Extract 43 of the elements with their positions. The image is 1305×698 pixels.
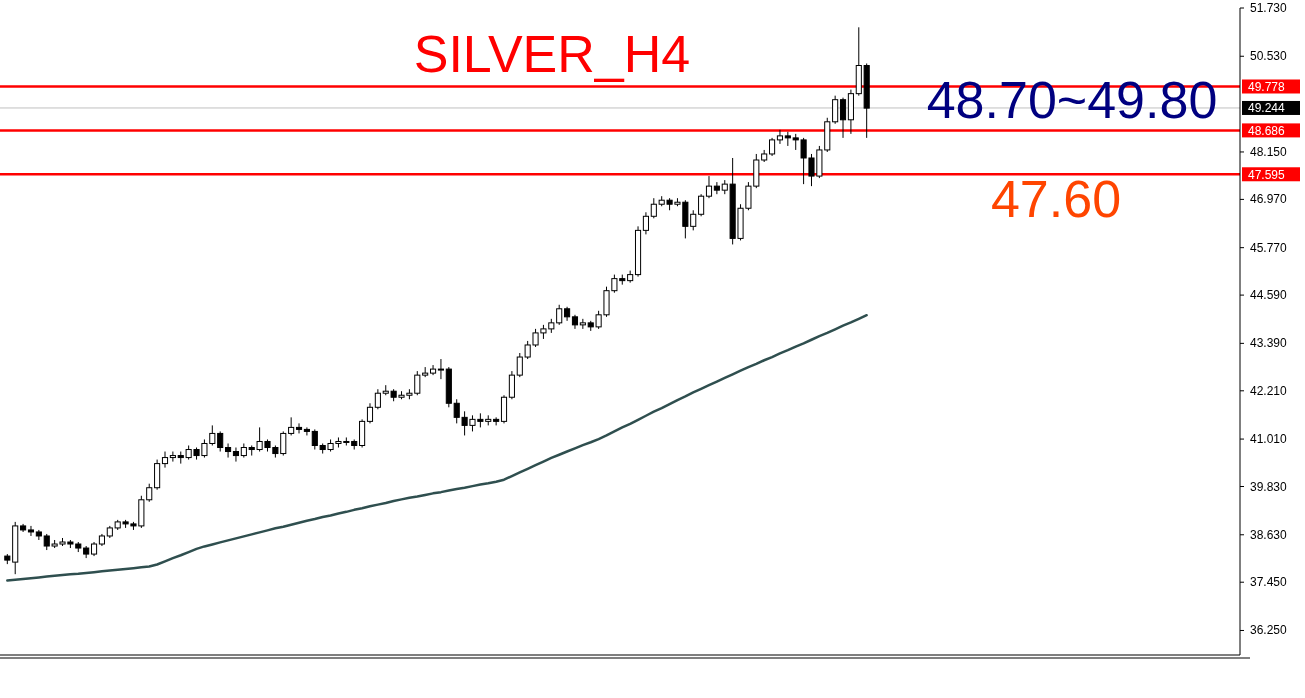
ref-line-label: 49.778 bbox=[1248, 79, 1286, 94]
candlestick bbox=[374, 388, 381, 410]
candlestick bbox=[508, 370, 515, 400]
y-tick-label: 51.730 bbox=[1250, 1, 1288, 15]
candlestick bbox=[169, 451, 176, 463]
candlestick bbox=[769, 137, 776, 157]
candlestick bbox=[366, 402, 374, 424]
text: 48.70~49.80 bbox=[926, 71, 1218, 129]
y-tick-label: 50.530 bbox=[1250, 49, 1288, 64]
y-tick-label: 39.830 bbox=[1250, 479, 1288, 494]
ref-line-label: 47.595 bbox=[1248, 167, 1286, 182]
candlestick bbox=[776, 129, 784, 145]
y-tick-label: 36.250 bbox=[1250, 623, 1288, 638]
candlestick bbox=[27, 525, 35, 537]
y-tick-label: 38.630 bbox=[1250, 527, 1288, 542]
ref-line-label: 48.686 bbox=[1248, 123, 1286, 138]
y-tick-label: 48.150 bbox=[1250, 144, 1288, 159]
text: 47.60 bbox=[990, 170, 1122, 228]
y-tick-label: 46.970 bbox=[1250, 192, 1288, 207]
candlestick bbox=[295, 422, 303, 434]
candlestick bbox=[839, 97, 847, 139]
candlestick bbox=[579, 318, 586, 330]
y-tick-label: 43.390 bbox=[1250, 336, 1288, 351]
candlestick bbox=[698, 193, 705, 217]
candlestick bbox=[493, 416, 500, 426]
candlestick bbox=[832, 95, 839, 125]
line-series bbox=[6, 313, 868, 582]
candlestick bbox=[303, 426, 310, 436]
candlestick bbox=[288, 416, 295, 436]
ref-line-label: 49.244 bbox=[1248, 101, 1286, 116]
y-tick-label: 37.450 bbox=[1250, 575, 1288, 590]
candlestick bbox=[705, 175, 713, 199]
candlestick bbox=[225, 442, 232, 459]
chart-title: SILVER_H4 bbox=[413, 25, 691, 83]
candlestick bbox=[232, 447, 240, 463]
candlestick bbox=[437, 358, 444, 380]
y-tick-label: 42.210 bbox=[1250, 383, 1288, 398]
y-tick-label: 44.590 bbox=[1250, 288, 1288, 303]
candlestick bbox=[161, 451, 169, 469]
candlestick bbox=[713, 181, 720, 195]
y-tick-label: 41.010 bbox=[1250, 432, 1288, 447]
y-tick-label: 45.770 bbox=[1250, 240, 1288, 255]
candlestick bbox=[642, 211, 649, 235]
